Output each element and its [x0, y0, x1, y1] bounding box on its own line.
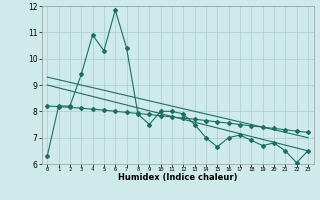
X-axis label: Humidex (Indice chaleur): Humidex (Indice chaleur)	[118, 173, 237, 182]
